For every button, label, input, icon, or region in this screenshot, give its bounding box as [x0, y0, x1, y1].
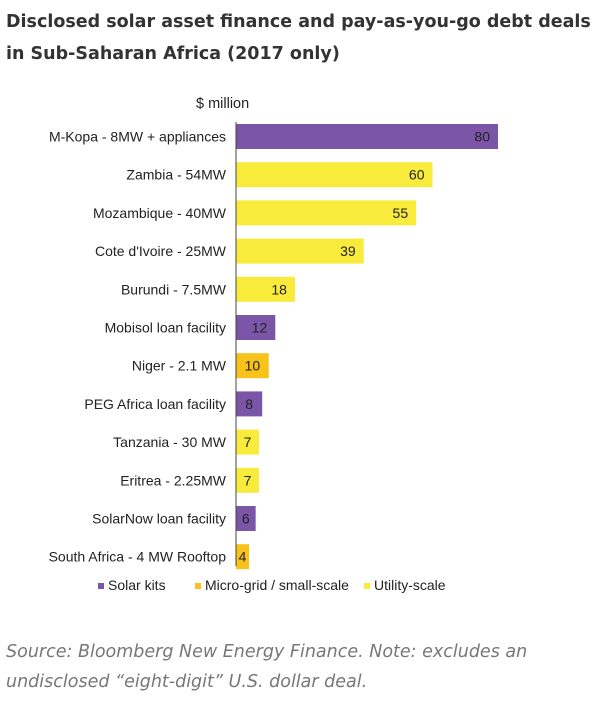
bar — [236, 467, 259, 493]
page-title: Disclosed solar asset finance and pay-as… — [6, 12, 591, 64]
category-label: Tanzania - 30 MW — [113, 434, 227, 450]
bar — [236, 353, 269, 379]
category-label: Cote d'Ivoire - 25MW — [95, 243, 227, 259]
bar — [236, 276, 295, 302]
bar — [236, 506, 256, 531]
data-label: 60 — [409, 167, 425, 183]
bar — [236, 238, 364, 264]
data-label: 6 — [242, 511, 250, 527]
bar — [236, 391, 263, 417]
legend-swatch — [98, 583, 104, 589]
data-label: 55 — [393, 205, 409, 221]
legend-label: Micro-grid / small-scale — [205, 577, 349, 593]
bar — [236, 200, 417, 226]
category-label: Eritrea - 2.25MW — [120, 472, 227, 488]
data-label: 7 — [244, 434, 252, 450]
legend: Solar kits Micro-grid / small-scale Utilit… — [98, 577, 446, 593]
data-label: 80 — [474, 129, 490, 145]
category-label: Mobisol loan facility — [105, 320, 226, 336]
category-label: Burundi - 7.5MW — [121, 281, 227, 297]
category-label: SolarNow loan facility — [92, 511, 226, 527]
data-label: 10 — [245, 358, 261, 374]
bar — [236, 124, 498, 149]
category-label: PEG Africa loan facility — [84, 396, 226, 412]
category-label: Zambia - 54MW — [126, 167, 226, 183]
category-label: M-Kopa - 8MW + appliances — [49, 129, 226, 145]
bar — [236, 162, 433, 188]
unit-label: $ million — [196, 96, 249, 112]
data-label: 12 — [252, 320, 268, 336]
data-label: 7 — [244, 472, 252, 488]
data-label: 4 — [239, 549, 247, 565]
category-label: Niger - 2.1 MW — [132, 358, 227, 374]
bar — [236, 429, 259, 455]
legend-label: Utility-scale — [374, 577, 446, 593]
data-label: 39 — [340, 243, 356, 259]
data-label: 8 — [245, 396, 253, 412]
bar-chart: $ million M-Kopa - 8MW + appliances 80 Zam… — [49, 96, 498, 593]
legend-label: Solar kits — [108, 577, 166, 593]
bars-layer: M-Kopa - 8MW + appliances 80 Zambia - 54MW… — [49, 124, 498, 570]
bar — [236, 544, 250, 570]
category-label: Mozambique - 40MW — [93, 205, 227, 221]
legend-swatch — [195, 583, 201, 589]
category-label: South Africa - 4 MW Rooftop — [49, 549, 227, 565]
source-note: Source: Bloomberg New Energy Finance. No… — [6, 642, 528, 692]
legend-swatch — [364, 583, 370, 589]
data-label: 18 — [271, 281, 287, 297]
bar — [236, 315, 276, 340]
